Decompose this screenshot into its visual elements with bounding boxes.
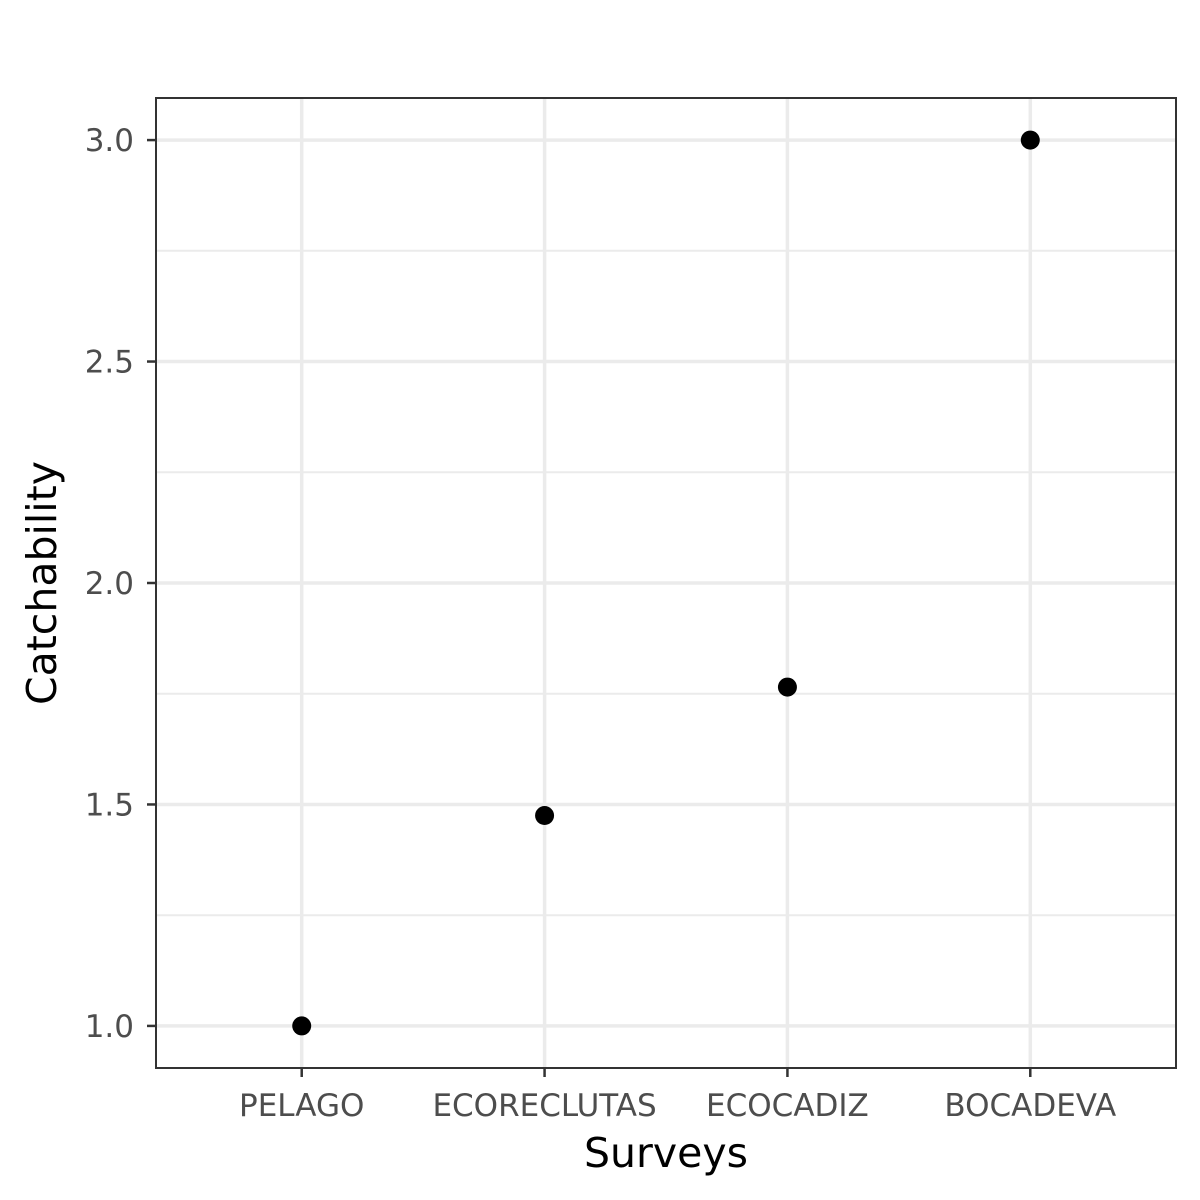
x-tick-label-ecocadiz: ECOCADIZ: [706, 1088, 869, 1124]
data-point-pelago: [292, 1016, 312, 1036]
minor-gridlines: [156, 249, 1176, 917]
x-tick-label-bocadeva: BOCADEVA: [944, 1088, 1116, 1124]
y-tick-label: 3.0: [85, 123, 134, 159]
data-point-ecoreclutas: [535, 806, 555, 826]
data-points: [292, 130, 1040, 1036]
data-point-ecocadiz: [777, 677, 797, 697]
axis-ticks: [147, 138, 1032, 1077]
x-tick-label-pelago: PELAGO: [239, 1088, 364, 1124]
data-point-bocadeva: [1020, 130, 1040, 150]
x-axis-tick-labels: PELAGO ECORECLUTAS ECOCADIZ BOCADEVA: [239, 1088, 1116, 1124]
major-gridlines: [156, 98, 1176, 1068]
y-tick-label: 2.0: [85, 566, 134, 602]
y-tick-label: 1.5: [85, 787, 134, 823]
y-tick-label: 2.5: [85, 345, 134, 381]
y-axis-tick-labels: 1.0 1.5 2.0 2.5 3.0: [85, 123, 134, 1045]
x-axis-title: Surveys: [584, 1129, 748, 1177]
y-axis-title: Catchability: [18, 461, 66, 705]
y-tick-label: 1.0: [85, 1009, 134, 1045]
x-tick-label-ecoreclutas: ECORECLUTAS: [432, 1088, 656, 1124]
